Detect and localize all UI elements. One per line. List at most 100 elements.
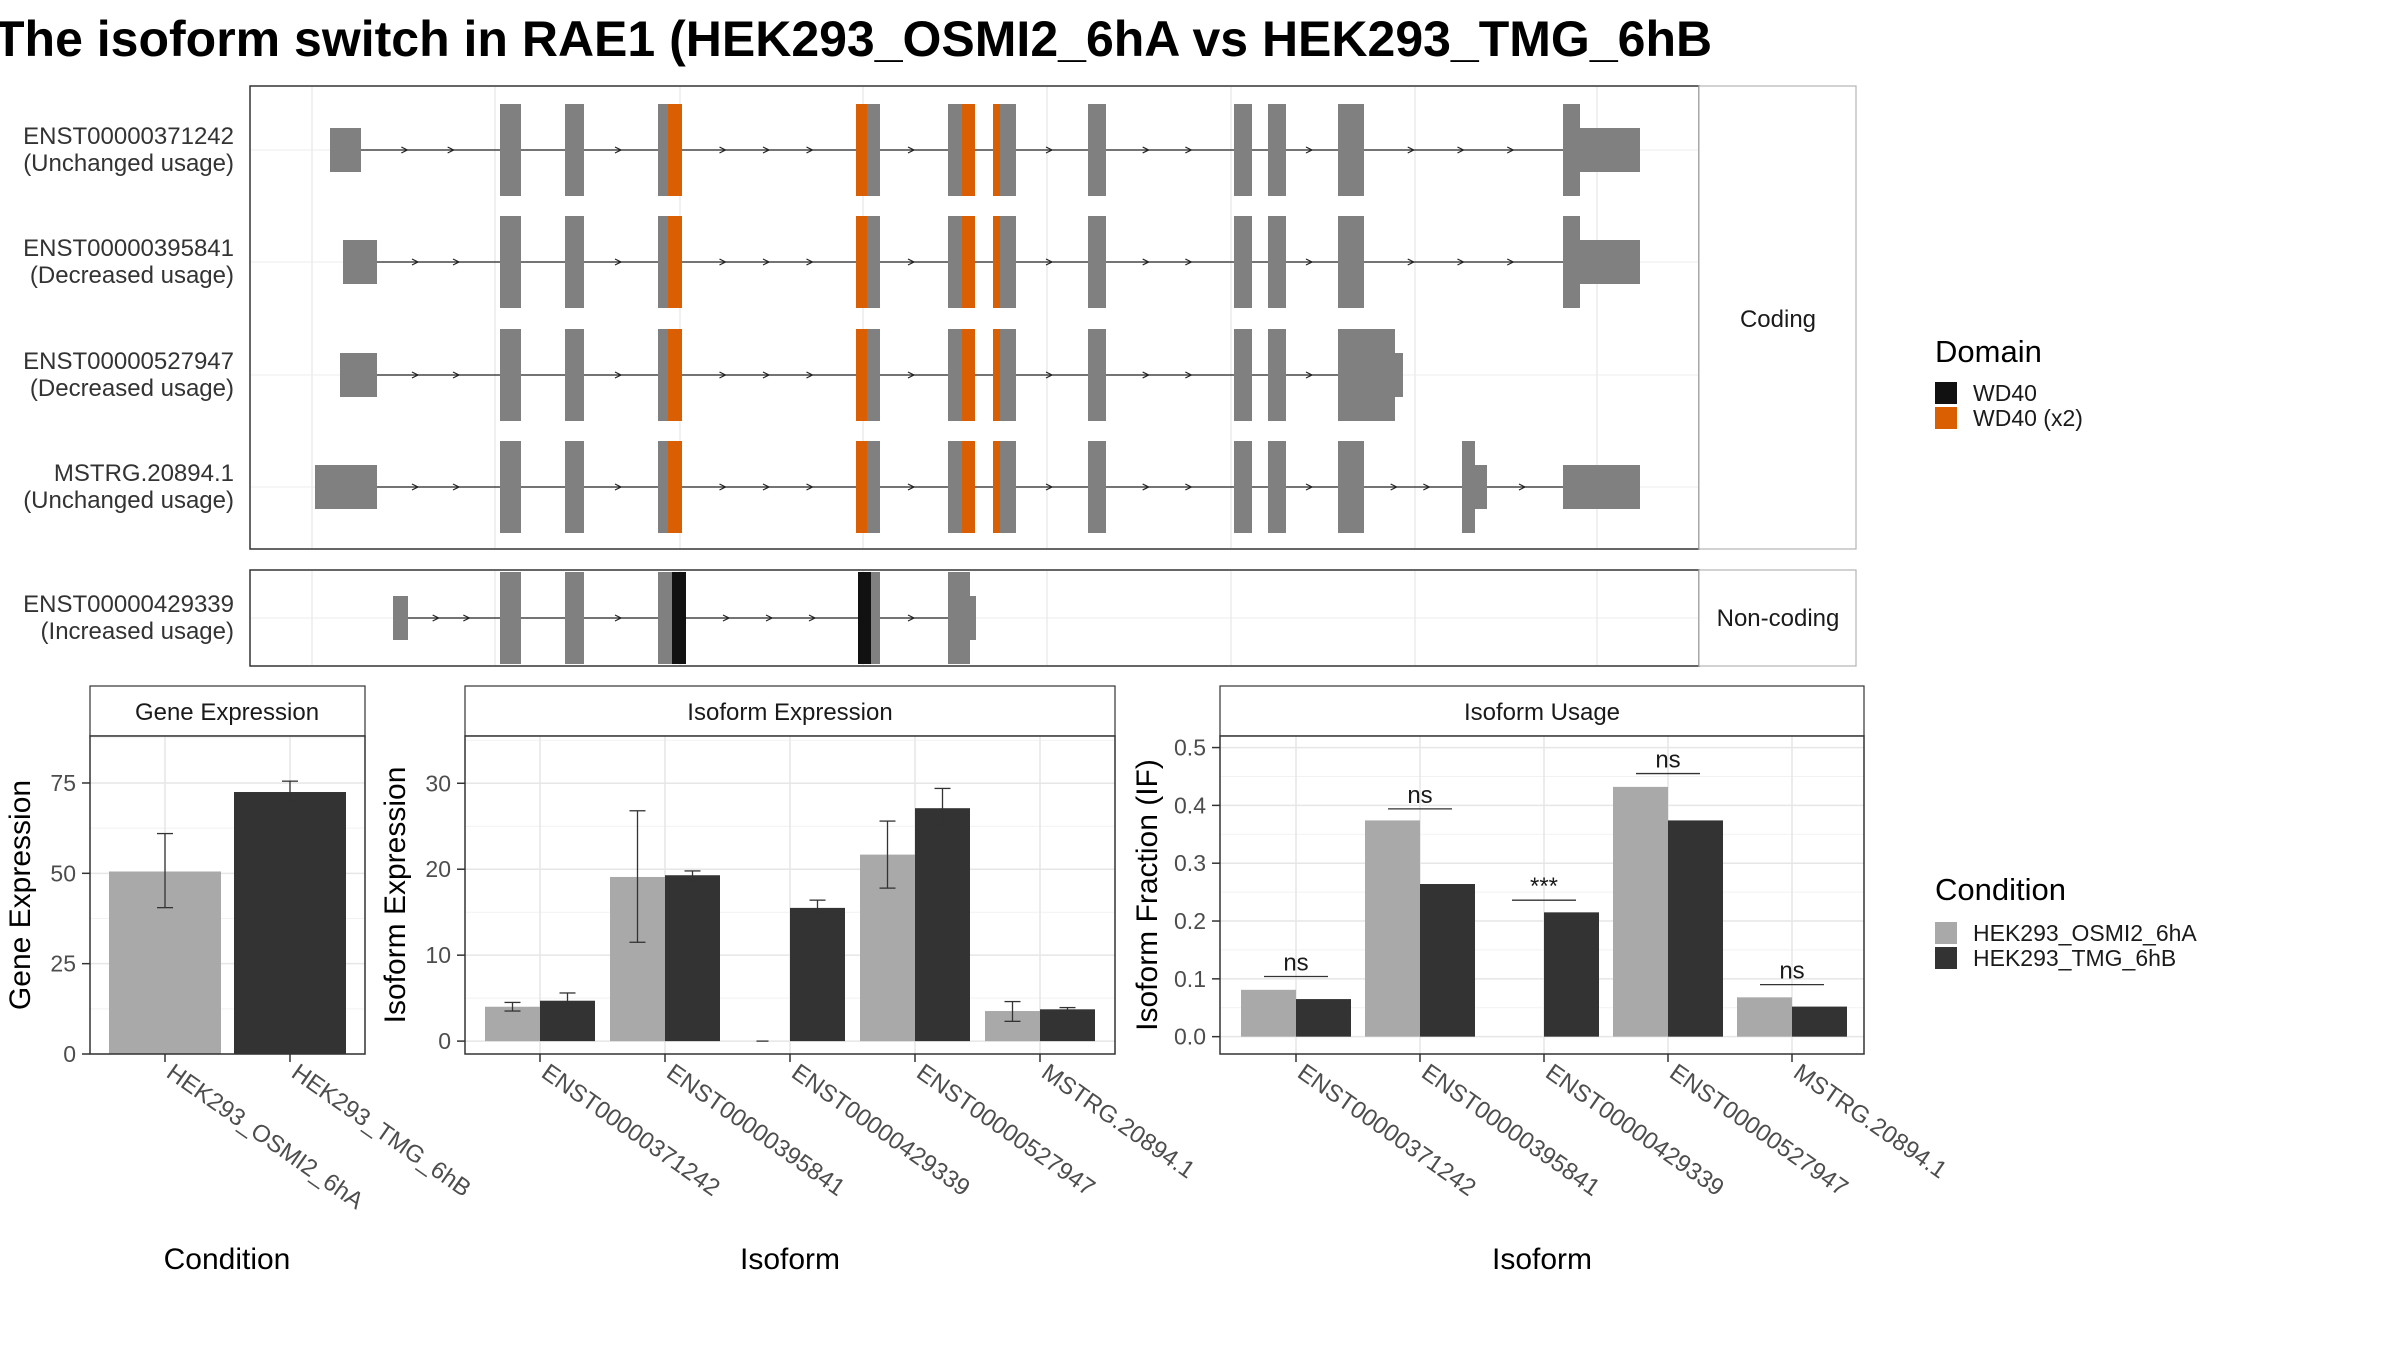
- intron-arrow: [1185, 483, 1193, 491]
- coding-exon: [1338, 216, 1364, 308]
- intron-arrow: [1142, 483, 1151, 491]
- coding-exon: [1088, 441, 1106, 533]
- coding-exon: [867, 441, 880, 533]
- coding-exon: [1338, 441, 1364, 533]
- wd40-x2-domain-exon: [856, 104, 867, 196]
- intron-arrow: [411, 371, 420, 379]
- intron-arrow: [614, 371, 623, 379]
- isoform-usage-bar: [1613, 786, 1668, 1037]
- intron-arrow: [1045, 146, 1054, 154]
- intron-arrow: [907, 483, 916, 491]
- intron-arrow: [1142, 258, 1151, 266]
- y-tick-label: 50: [50, 860, 76, 886]
- coding-exon: [1462, 441, 1475, 533]
- coding-exon: [1268, 216, 1286, 308]
- y-tick-label: 0.2: [1174, 908, 1206, 934]
- condition-legend: Condition HEK293_OSMI2_6hA HEK293_TMG_6h…: [1935, 872, 2197, 971]
- wd40-x2-domain-exon: [668, 104, 682, 196]
- non-coding-strip-label: Non-coding: [1717, 605, 1840, 632]
- intron-arrow: [614, 614, 623, 622]
- intron-arrow: [1518, 483, 1527, 491]
- utr-exon: [1563, 465, 1640, 509]
- intron-arrow: [806, 146, 814, 154]
- intron-arrow: [452, 371, 461, 379]
- wd40-x2-domain-exon: [993, 329, 1000, 421]
- intron-arrow: [1185, 258, 1193, 266]
- coding-exon: [1338, 104, 1364, 196]
- intron-arrow: [1185, 146, 1193, 154]
- isoform-usage-bar: [1296, 999, 1351, 1037]
- coding-exon: [1000, 104, 1016, 196]
- intron-arrow: [411, 258, 420, 266]
- isoform-expression-strip-title: Isoform Expression: [687, 699, 892, 726]
- intron-arrow: [806, 371, 814, 379]
- isoform-expression-errorbars: [504, 787, 1076, 1042]
- legend-label-wd40: WD40: [1973, 380, 2037, 406]
- isoform-label-id: ENST00000395841: [23, 235, 234, 262]
- gene-expression-ylabel: Gene Expression: [4, 780, 37, 1010]
- coding-exon: [1234, 441, 1252, 533]
- gene-expression-y-axis: 0 25 50 75: [50, 770, 90, 1067]
- intron-arrow: [463, 614, 471, 622]
- y-tick-label: 0.4: [1174, 792, 1206, 818]
- intron-arrow: [614, 146, 623, 154]
- gene-expression-errorbars: [157, 780, 298, 909]
- intron-arrow: [907, 371, 916, 379]
- isoform-label-usage: (Decreased usage): [30, 375, 234, 402]
- wd40-x2-domain-exon: [962, 216, 975, 308]
- coding-exon: [1268, 441, 1286, 533]
- coding-exon: [948, 572, 970, 664]
- significance-label: ns: [1283, 950, 1308, 977]
- isoform-label-usage: (Unchanged usage): [23, 150, 234, 177]
- coding-exon: [1000, 441, 1016, 533]
- intron-arrow: [722, 614, 731, 622]
- intron-arrow: [1457, 146, 1465, 154]
- wd40-x2-domain-exon: [993, 441, 1000, 533]
- coding-exon: [500, 572, 521, 664]
- isoform-expression-bar: [485, 1006, 540, 1042]
- intron-arrow: [1305, 258, 1314, 266]
- isoform-label-usage: (Unchanged usage): [23, 487, 234, 514]
- coding-exon: [948, 216, 962, 308]
- intron-arrow: [762, 146, 771, 154]
- y-tick-label: 10: [425, 942, 451, 968]
- isoform-usage-bars: [1241, 786, 1847, 1037]
- utr-exon: [1475, 465, 1487, 509]
- legend-swatch-cond-b: [1935, 947, 1957, 969]
- intron-arrow: [452, 258, 461, 266]
- coding-exon: [658, 216, 668, 308]
- intron-arrow: [1457, 258, 1465, 266]
- coding-exon: [1088, 216, 1106, 308]
- intron-arrow: [1185, 371, 1193, 379]
- isoform-usage-gridlines: [1220, 736, 1864, 1054]
- intron-arrow: [808, 614, 817, 622]
- gene-expression-strip-title: Gene Expression: [135, 699, 319, 726]
- isoform-usage-bar: [1792, 1006, 1847, 1037]
- domain-legend-title: Domain: [1935, 334, 2042, 369]
- coding-exon: [658, 441, 668, 533]
- legend-label-cond-a: HEK293_OSMI2_6hA: [1973, 920, 2197, 946]
- isoform-expression-strip: [464, 685, 1116, 737]
- legend-swatch-wd40: [1935, 382, 1957, 404]
- isoform-usage-border: [1219, 735, 1865, 1055]
- isoform-expression-bar: [665, 875, 720, 1042]
- coding-exon: [500, 216, 521, 308]
- wd40-x2-domain-exon: [993, 104, 1000, 196]
- intron-arrow: [432, 614, 441, 622]
- isoform-expression-y-axis: 0 10 20 30: [425, 770, 465, 1054]
- isoform-label-id: ENST00000429339: [23, 591, 234, 618]
- isoform-label-usage: (Increased usage): [41, 618, 234, 645]
- intron-arrow: [1142, 371, 1151, 379]
- coding-exon: [1268, 329, 1286, 421]
- utr-exon: [393, 596, 408, 640]
- intron-arrow: [806, 483, 814, 491]
- coding-exon: [565, 441, 584, 533]
- y-tick-label: 25: [50, 951, 76, 977]
- wd40-domain-exon: [858, 572, 871, 664]
- isoform-structure-plot: ENST00000371242(Unchanged usage)ENST0000…: [23, 85, 1857, 667]
- intron-arrow: [765, 614, 774, 622]
- intron-arrow: [411, 483, 420, 491]
- isoform-label-id: MSTRG.20894.1: [54, 460, 234, 487]
